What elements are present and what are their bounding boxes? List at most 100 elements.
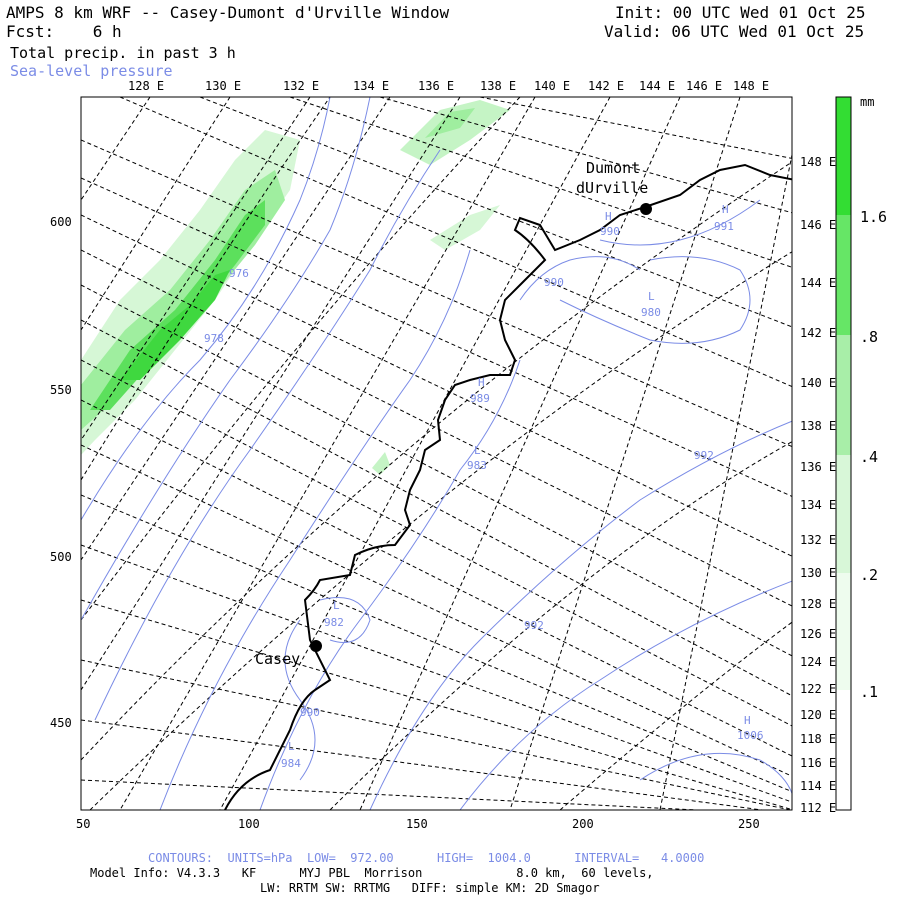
low-marker: L bbox=[288, 740, 295, 753]
durville-label: dUrville bbox=[576, 179, 648, 197]
right-lon-label: 144 E bbox=[800, 276, 836, 290]
right-lon-label: 124 E bbox=[800, 655, 836, 669]
colorbar-swatch-low bbox=[836, 455, 851, 573]
right-longitude-axis: 148 E 146 E 144 E 142 E 140 E 138 E 136 … bbox=[800, 155, 836, 815]
top-lon-label: 142 E bbox=[588, 79, 624, 93]
dumont-durville-marker bbox=[640, 203, 652, 215]
contour-label: 976 bbox=[229, 267, 249, 280]
contour-label: 1006 bbox=[737, 729, 764, 742]
bottom-axis-label: 150 bbox=[406, 817, 428, 831]
bottom-axis-label: 250 bbox=[738, 817, 760, 831]
colorbar-label: 1.6 bbox=[860, 208, 887, 226]
right-lon-label: 142 E bbox=[800, 326, 836, 340]
casey-marker bbox=[310, 640, 322, 652]
top-lon-label: 140 E bbox=[534, 79, 570, 93]
top-lon-label: 130 E bbox=[205, 79, 241, 93]
contour-label: 980 bbox=[641, 306, 661, 319]
top-longitude-axis: 128 E 130 E 132 E 134 E 136 E 138 E 140 … bbox=[128, 79, 769, 93]
dumont-label: Dumont bbox=[586, 159, 640, 177]
colorbar-label: .1 bbox=[860, 683, 878, 701]
right-lon-label: 128 E bbox=[800, 597, 836, 611]
contour-label: 992 bbox=[524, 619, 544, 632]
right-lon-label: 146 E bbox=[800, 218, 836, 232]
bottom-axis-label: 50 bbox=[76, 817, 90, 831]
bottom-axis: 50 100 150 200 250 bbox=[76, 817, 760, 831]
right-lon-label: 118 E bbox=[800, 732, 836, 746]
top-lon-label: 134 E bbox=[353, 79, 389, 93]
high-marker: H bbox=[478, 376, 485, 389]
colorbar-label: .4 bbox=[860, 448, 878, 466]
high-marker: H bbox=[605, 210, 612, 223]
precip-patch-small bbox=[372, 452, 390, 475]
top-lon-label: 136 E bbox=[418, 79, 454, 93]
contour-info: CONTOURS: UNITS=hPa LOW= 972.00 HIGH= 10… bbox=[148, 851, 705, 865]
contour-label: 990 bbox=[544, 276, 564, 289]
map-title: AMPS 8 km WRF -- Casey-Dumont d'Urville … bbox=[6, 3, 450, 22]
right-lon-label: 130 E bbox=[800, 566, 836, 580]
low-marker: L bbox=[474, 444, 481, 457]
right-lon-label: 136 E bbox=[800, 460, 836, 474]
low-marker: L bbox=[333, 599, 340, 612]
left-axis-label: 550 bbox=[50, 383, 72, 397]
overlay-name: Sea-level pressure bbox=[10, 62, 173, 80]
colorbar-swatch-mid bbox=[836, 335, 851, 455]
precip-shading bbox=[81, 100, 510, 475]
colorbar-swatch-min bbox=[836, 573, 851, 690]
right-lon-label: 120 E bbox=[800, 708, 836, 722]
contour-label: 992 bbox=[694, 449, 714, 462]
bottom-axis-label: 100 bbox=[238, 817, 260, 831]
top-lon-label: 144 E bbox=[639, 79, 675, 93]
precip-colorbar: mm 1.6 .8 .4 .2 .1 bbox=[835, 95, 887, 811]
right-lon-label: 114 E bbox=[800, 779, 836, 793]
field-name: Total precip. in past 3 h bbox=[10, 44, 236, 62]
left-axis-label: 500 bbox=[50, 550, 72, 564]
right-lon-label: 116 E bbox=[800, 756, 836, 770]
colorbar-unit: mm bbox=[860, 95, 874, 109]
contour-label: 978 bbox=[204, 332, 224, 345]
contour-label: 991 bbox=[714, 220, 734, 233]
precip-patch-north-core bbox=[425, 108, 475, 138]
precip-band-strong bbox=[90, 200, 265, 410]
colorbar-swatch-max bbox=[836, 97, 851, 215]
right-lon-label: 132 E bbox=[800, 533, 836, 547]
top-lon-label: 146 E bbox=[686, 79, 722, 93]
left-axis-label: 450 bbox=[50, 716, 72, 730]
left-axis-label: 600 bbox=[50, 215, 72, 229]
low-marker: L bbox=[648, 290, 655, 303]
top-lon-label: 148 E bbox=[733, 79, 769, 93]
colorbar-frame bbox=[835, 96, 852, 811]
right-lon-label: 138 E bbox=[800, 419, 836, 433]
colorbar-label: .2 bbox=[860, 566, 878, 584]
precip-patch-north bbox=[400, 100, 510, 165]
top-lon-label: 132 E bbox=[283, 79, 319, 93]
init-time: Init: 00 UTC Wed 01 Oct 25 bbox=[615, 3, 866, 22]
contour-label: 982 bbox=[324, 616, 344, 629]
top-lon-label: 138 E bbox=[480, 79, 516, 93]
colorbar-swatch-high bbox=[836, 215, 851, 335]
contour-label: 990 bbox=[600, 225, 620, 238]
precip-band-core bbox=[120, 270, 230, 380]
coastline bbox=[224, 163, 792, 810]
forecast-hour: Fcst: 6 h bbox=[6, 22, 122, 41]
right-lon-label: 134 E bbox=[800, 498, 836, 512]
right-lon-label: 140 E bbox=[800, 376, 836, 390]
right-lon-label: 122 E bbox=[800, 682, 836, 696]
colorbar-swatch-none bbox=[836, 690, 851, 810]
plot-frame bbox=[80, 96, 793, 811]
colorbar-label: .8 bbox=[860, 328, 878, 346]
top-lon-label: 128 E bbox=[128, 79, 164, 93]
contour-label: 989 bbox=[470, 392, 490, 405]
pressure-contours bbox=[81, 97, 792, 810]
high-marker: H bbox=[744, 714, 751, 727]
right-lon-label: 148 E bbox=[800, 155, 836, 169]
contour-label: 983 bbox=[467, 459, 487, 472]
right-lon-label: 112 E bbox=[800, 801, 836, 815]
left-axis: 600 550 500 450 bbox=[50, 215, 72, 730]
graticule bbox=[81, 97, 792, 810]
physics-info: LW: RRTM SW: RRTMG DIFF: simple KM: 2D S… bbox=[260, 881, 600, 895]
casey-label: Casey bbox=[255, 650, 300, 668]
high-marker: H bbox=[722, 203, 729, 216]
contour-label: 984 bbox=[281, 757, 301, 770]
precip-patch-mid bbox=[430, 205, 500, 250]
